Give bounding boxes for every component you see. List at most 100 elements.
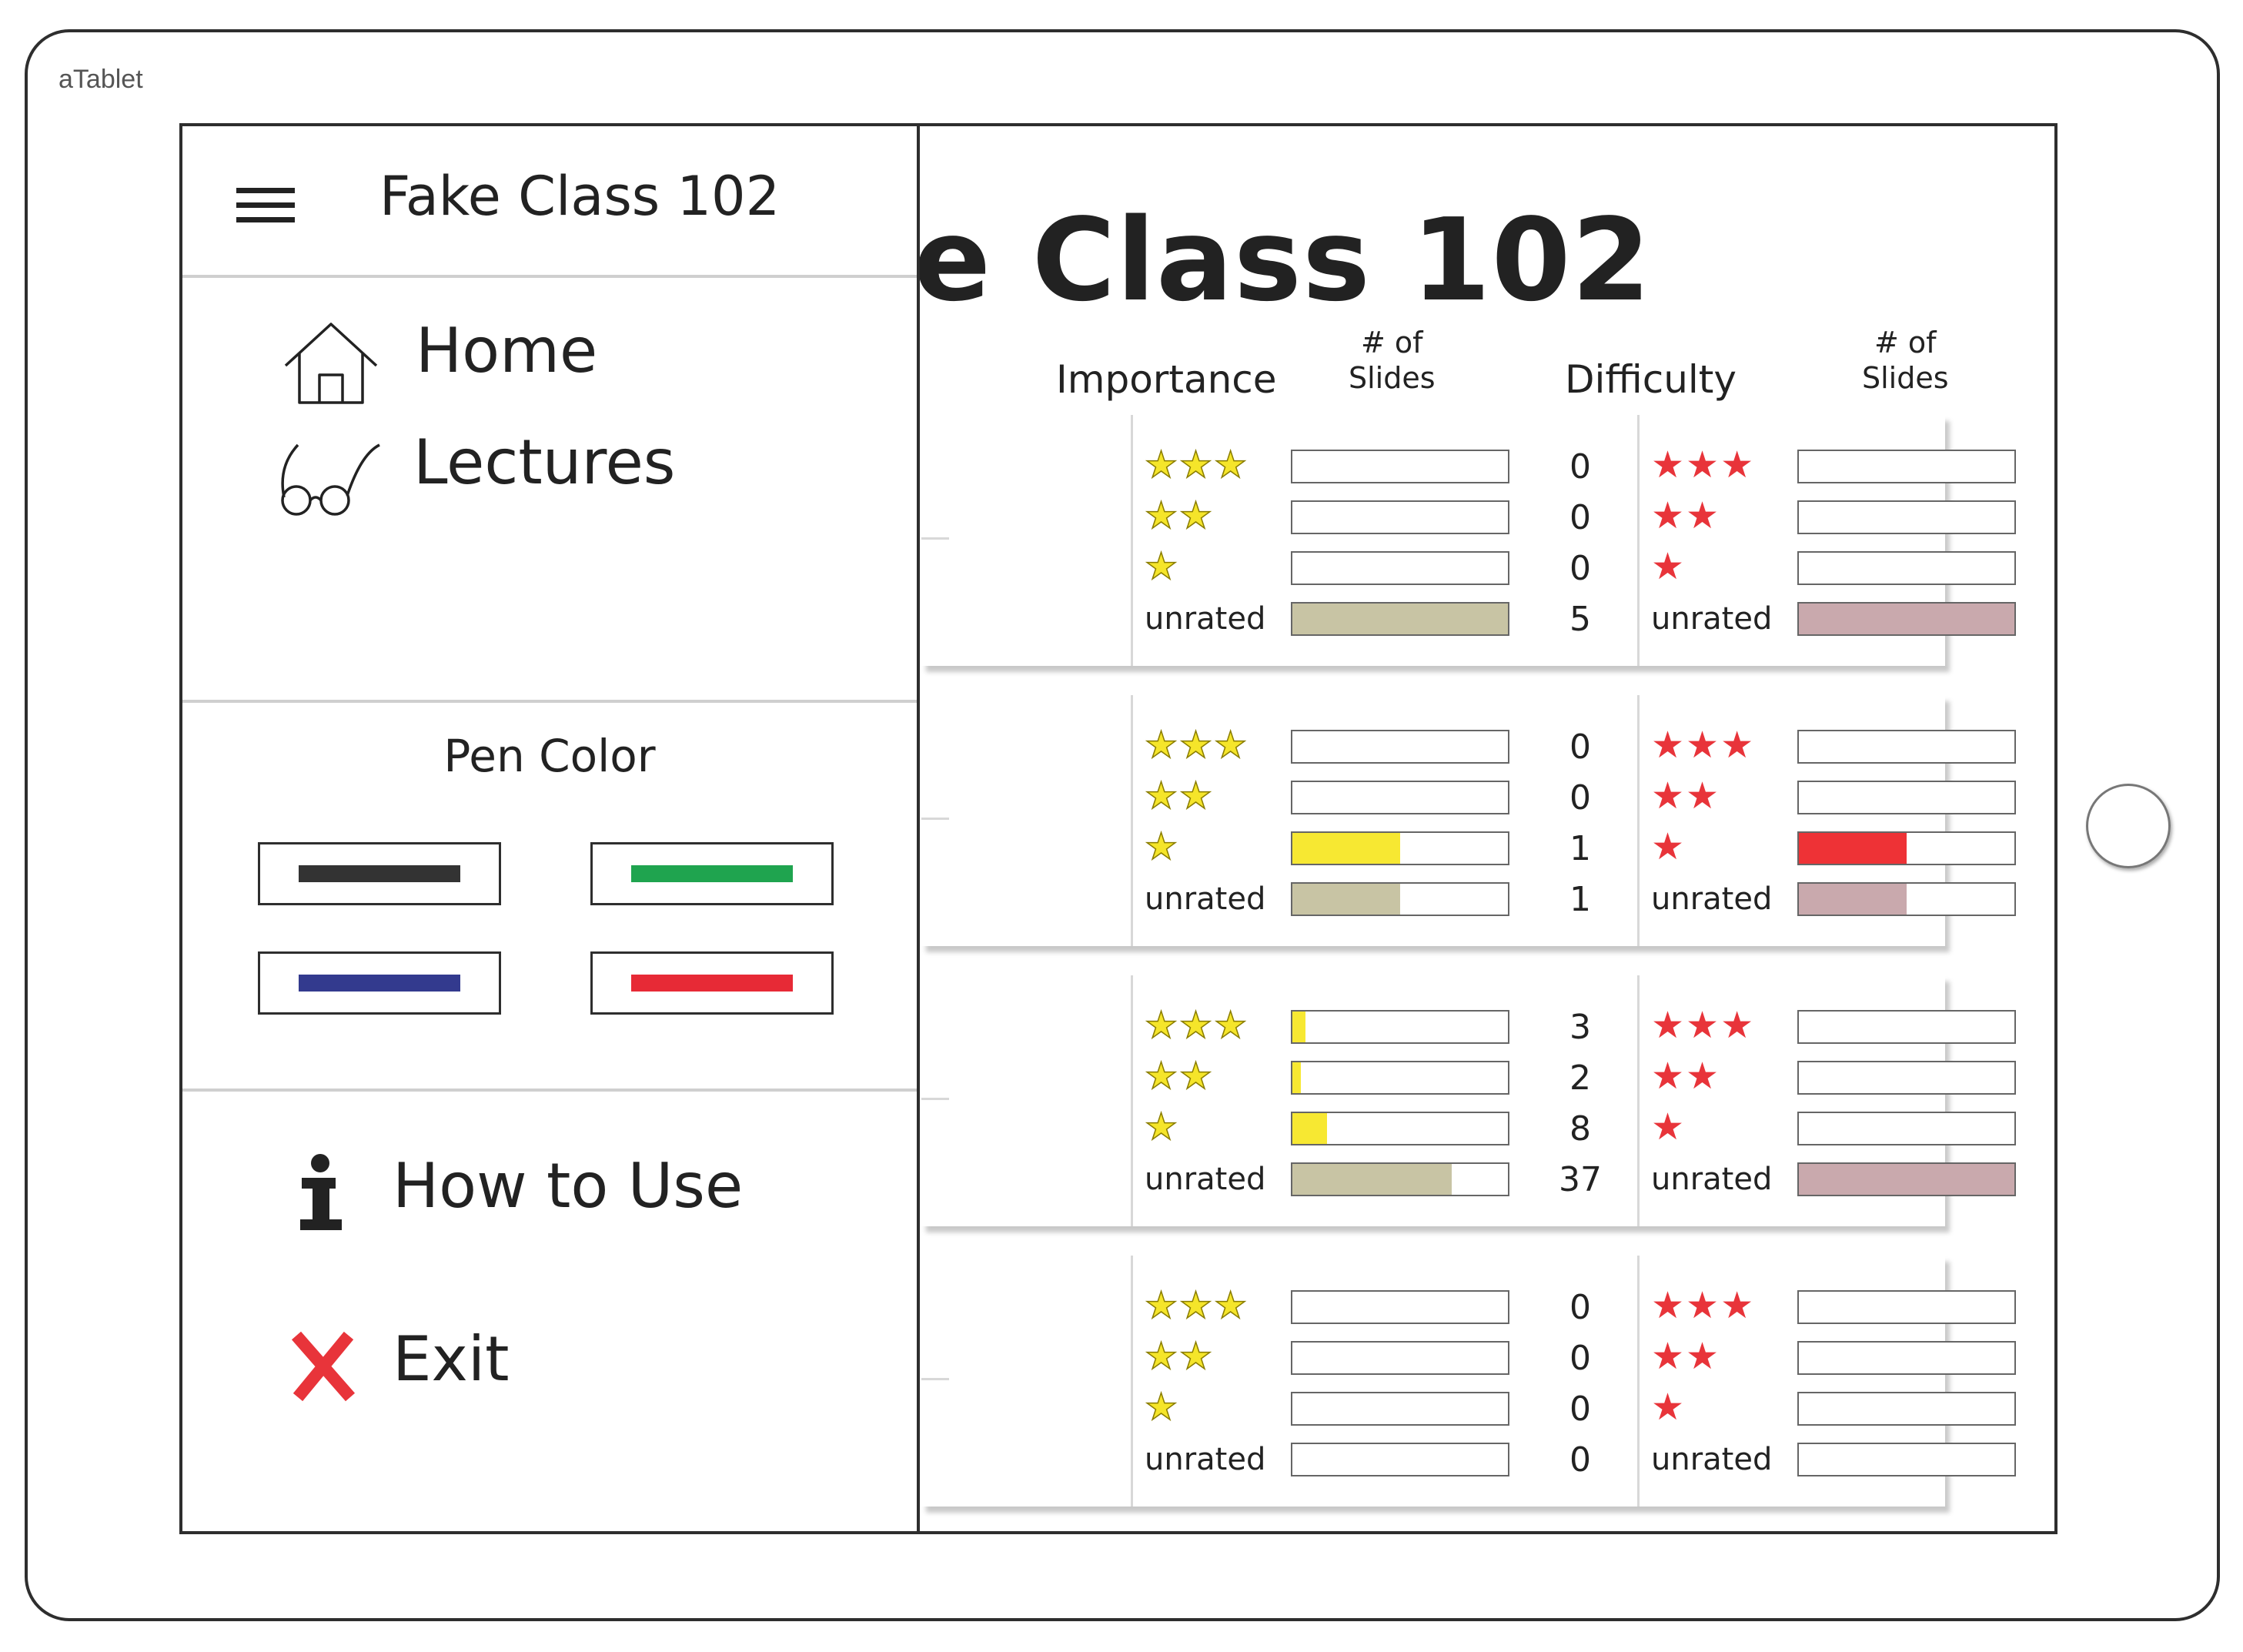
unrated-label: unrated: [1145, 601, 1266, 637]
rating-bar: [1291, 1290, 1509, 1324]
rating-bar: [1797, 1061, 2016, 1095]
slide-count: 8: [1569, 1109, 1591, 1149]
pen-color-swatch[interactable]: [590, 951, 834, 1015]
nav-item-exit[interactable]: Exit: [290, 1323, 829, 1423]
star-rating-icon: ★: [1651, 545, 1686, 588]
pen-color-swatch[interactable]: [258, 951, 501, 1015]
card-divider: [1637, 695, 1640, 946]
rating-bar-fill: [1292, 1113, 1327, 1144]
rating-row: ★★★0: [1144, 445, 1914, 487]
rating-bar: [1797, 1392, 2016, 1426]
pen-color-swatch[interactable]: [590, 842, 834, 905]
nav-lectures-label: Lectures: [413, 426, 676, 498]
pen-color-stroke: [631, 865, 793, 882]
star-rating-icon: ★★★: [1144, 1284, 1249, 1327]
star-rating-icon: ★★★: [1651, 724, 1756, 767]
rating-bar-fill: [1799, 884, 1907, 915]
pen-color-swatch[interactable]: [258, 842, 501, 905]
star-rating-icon: ★: [1651, 1105, 1686, 1149]
star-rating-icon: ★: [1144, 1386, 1180, 1429]
rating-row: ★★★0: [1651, 1004, 2054, 1047]
tablet-home-button[interactable]: [2086, 784, 2171, 868]
rating-bar: [1797, 831, 2016, 865]
slides-header-line2: Slides: [1862, 361, 1949, 395]
nav-item-how-to-use[interactable]: How to Use: [290, 1150, 875, 1250]
rating-bar: [1797, 500, 2016, 534]
star-rating-icon: ★★: [1651, 774, 1721, 818]
unrated-label: unrated: [1145, 881, 1266, 917]
slides-header-line1: # of: [1874, 326, 1937, 359]
hamburger-menu-icon[interactable]: [236, 188, 295, 223]
drawer-title: Fake Class 102: [379, 165, 781, 228]
card-divider: [921, 537, 949, 540]
rating-bar: [1797, 1290, 2016, 1324]
star-rating-icon: ★★★: [1651, 1004, 1756, 1047]
rating-row: ★0: [1651, 1388, 2054, 1426]
rating-row: ★1: [1144, 827, 1914, 868]
star-rating-icon: ★★: [1651, 1335, 1721, 1378]
rating-row: ★0: [1144, 547, 1914, 588]
drawer-divider: [182, 1089, 917, 1092]
star-rating-icon: ★★: [1144, 1055, 1215, 1098]
rating-row: ★★★0: [1144, 725, 1914, 767]
rating-row: ★★★0: [1651, 724, 2054, 767]
difficulty-header: Difficulty: [1565, 357, 1737, 402]
rating-bar: [1797, 1112, 2016, 1145]
rating-bar: [1291, 1010, 1509, 1044]
pen-color-title: Pen Color: [443, 730, 656, 782]
rating-row: ★★★0: [1651, 1286, 2054, 1325]
rating-bar-fill: [1292, 604, 1508, 634]
unrated-label: unrated: [1145, 1442, 1266, 1477]
card-divider: [1131, 1256, 1133, 1507]
unrated-label: unrated: [1651, 1442, 1773, 1477]
rating-bar: [1797, 1010, 2016, 1044]
rating-bar: [1797, 1341, 2016, 1375]
slide-count: 1: [1569, 829, 1591, 868]
pen-color-stroke: [631, 975, 793, 992]
nav-item-lectures[interactable]: Lectures: [275, 426, 814, 527]
card-divider: [1637, 415, 1640, 666]
rating-row: ★★0: [1651, 497, 2054, 535]
nav-exit-label: Exit: [393, 1323, 510, 1395]
slide-count: 0: [1569, 1339, 1591, 1378]
slides-header-line2: Slides: [1349, 361, 1436, 395]
rating-bar-fill: [1292, 833, 1400, 864]
tablet-frame: [25, 29, 2220, 1621]
slide-count: 0: [1569, 1440, 1591, 1480]
rating-bar-fill: [1292, 1062, 1302, 1093]
drawer-divider: [182, 700, 917, 703]
rating-bar: [1291, 781, 1509, 814]
rating-row: ★★ 2: [1144, 1055, 1914, 1098]
nav-how-to-use-label: How to Use: [393, 1150, 744, 1222]
home-icon: [284, 323, 378, 404]
importance-slides-header: # of Slides: [1349, 325, 1436, 396]
slide-count: 0: [1569, 549, 1591, 588]
slide-count: 0: [1569, 778, 1591, 818]
rating-row: ★★ 0: [1144, 776, 1914, 818]
rating-bar: [1291, 450, 1509, 483]
navigation-drawer: Fake Class 102 Home Lectures Pe: [182, 126, 920, 1531]
rating-bar: [1291, 500, 1509, 534]
rating-bar: [1797, 730, 2016, 764]
unrated-label: unrated: [1651, 601, 1773, 637]
rating-bar: [1797, 551, 2016, 585]
rating-row: unrated50: [1651, 1159, 2054, 1197]
slide-count: 2: [1569, 1058, 1591, 1098]
rating-row: ★0: [1651, 1105, 2054, 1149]
slide-count: 0: [1569, 1389, 1591, 1429]
pen-color-stroke: [299, 975, 460, 992]
rating-bar: [1291, 1443, 1509, 1476]
rating-bar: [1797, 602, 2016, 636]
card-divider: [1131, 695, 1133, 946]
info-icon: [300, 1154, 342, 1230]
nav-item-home[interactable]: Home: [275, 315, 814, 415]
unrated-label: unrated: [1651, 1162, 1773, 1197]
card-divider: [1637, 1256, 1640, 1507]
rating-row: ★★0: [1651, 774, 2054, 818]
rating-row: ★0: [1651, 545, 2054, 588]
